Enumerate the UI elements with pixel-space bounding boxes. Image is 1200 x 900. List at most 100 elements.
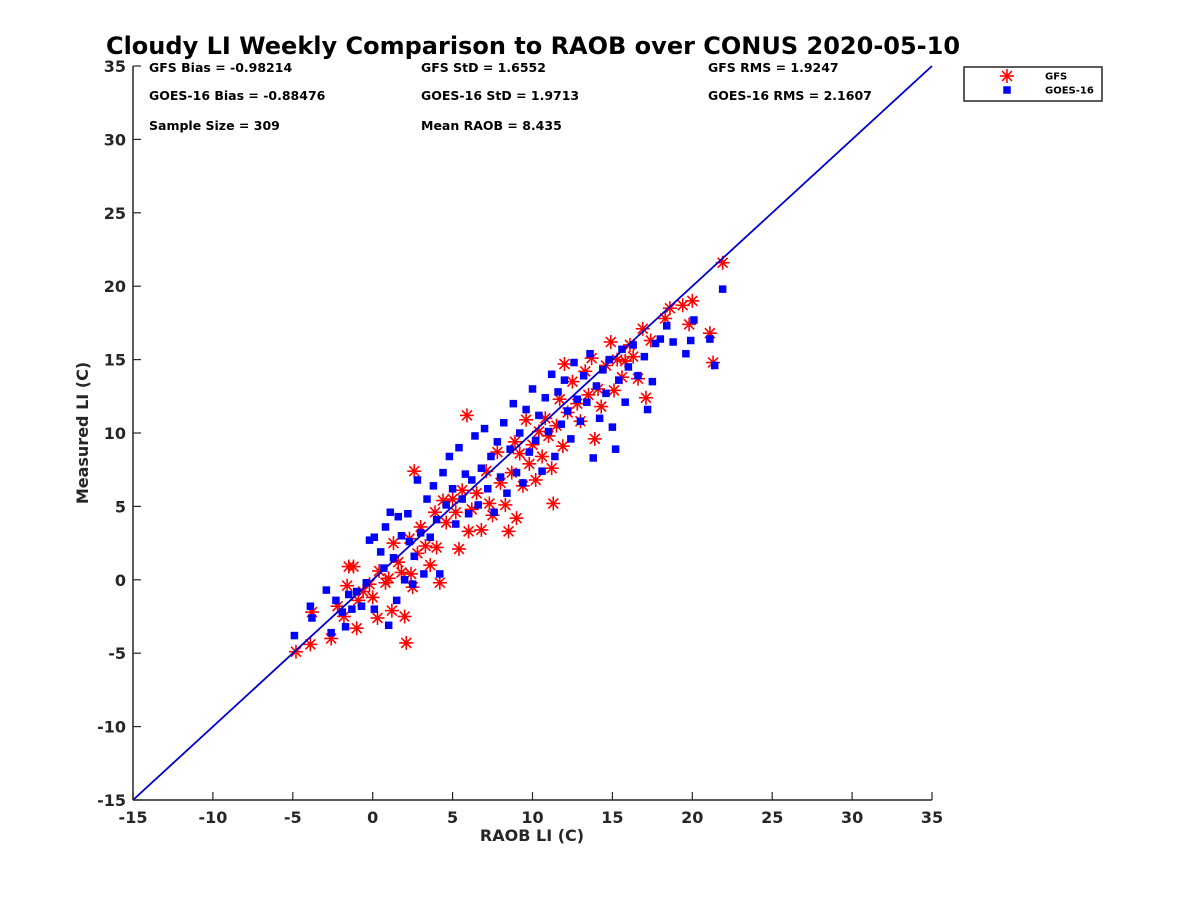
goes16-point bbox=[332, 596, 340, 605]
goes16-point bbox=[484, 485, 492, 493]
gfs-point bbox=[303, 637, 318, 652]
goes16-point bbox=[464, 509, 473, 518]
stat-label: GFS RMS = 1.9247 bbox=[708, 60, 839, 75]
gfs-point bbox=[482, 496, 497, 511]
gfs-point bbox=[498, 497, 513, 512]
goes16-point bbox=[362, 578, 371, 587]
y-tick-label: 20 bbox=[104, 277, 126, 296]
goes16-point bbox=[290, 631, 299, 640]
series-goes-16 bbox=[290, 285, 727, 640]
goes16-point bbox=[651, 339, 660, 348]
gfs-point bbox=[544, 461, 559, 476]
gfs-point bbox=[594, 399, 609, 414]
gfs-point bbox=[501, 524, 516, 539]
goes16-point bbox=[397, 532, 406, 540]
gfs-point bbox=[423, 558, 438, 573]
y-tick-label: 0 bbox=[115, 571, 126, 590]
y-tick-label: -5 bbox=[108, 644, 126, 663]
goes16-point bbox=[348, 605, 356, 613]
goes16-point bbox=[432, 515, 441, 524]
goes16-point bbox=[544, 427, 553, 436]
gfs-point bbox=[469, 486, 484, 501]
goes16-point bbox=[621, 398, 629, 406]
plot-area: -15 -10 -5 0 5 10 15 20 25 30 35 -15 -10 -5 0 5 10 15 20 2… bbox=[97, 57, 943, 827]
goes16-point bbox=[429, 482, 438, 490]
goes16-point bbox=[640, 352, 649, 361]
goes16-point bbox=[605, 355, 613, 364]
gfs-point bbox=[522, 456, 537, 471]
goes16-point bbox=[365, 536, 374, 544]
x-tick-label: 25 bbox=[761, 808, 783, 827]
goes16-point bbox=[499, 418, 508, 427]
y-axis-ticks: -15 -10 -5 0 5 10 15 20 25 30 35 bbox=[97, 57, 141, 810]
goes16-point bbox=[567, 435, 575, 443]
goes16-point bbox=[474, 501, 482, 509]
x-axis-ticks: -15 -10 -5 0 5 10 15 20 25 30 35 bbox=[119, 792, 943, 827]
goes16-point bbox=[455, 443, 463, 452]
goes16-point bbox=[535, 411, 543, 420]
x-tick-label: -15 bbox=[119, 808, 148, 827]
gfs-point bbox=[397, 609, 412, 624]
legend-gfs-marker bbox=[1000, 69, 1014, 83]
goes16-point bbox=[352, 587, 361, 596]
goes16-point bbox=[344, 590, 353, 599]
x-tick-label: 5 bbox=[447, 808, 458, 827]
legend-entry-label: GOES-16 bbox=[1045, 86, 1094, 97]
goes16-point bbox=[471, 432, 479, 440]
goes16-point bbox=[608, 423, 617, 431]
one-to-one-reference-line bbox=[132, 65, 933, 801]
goes16-point bbox=[528, 385, 537, 393]
y-tick-label: -15 bbox=[97, 791, 126, 810]
goes16-point bbox=[503, 489, 511, 497]
gfs-point bbox=[399, 635, 414, 650]
gfs-point bbox=[528, 472, 543, 487]
gfs-point bbox=[459, 408, 474, 423]
goes16-point bbox=[682, 349, 690, 358]
goes16-point bbox=[554, 388, 562, 396]
y-tick-label: 35 bbox=[104, 57, 126, 76]
goes16-point bbox=[487, 452, 495, 461]
goes16-point bbox=[592, 382, 601, 390]
chart-title: Cloudy LI Weekly Comparison to RAOB over… bbox=[106, 32, 960, 60]
goes16-point bbox=[576, 417, 585, 426]
goes16-point bbox=[413, 476, 422, 484]
goes16-point bbox=[718, 285, 727, 293]
x-tick-label: 0 bbox=[367, 808, 378, 827]
goes16-point bbox=[589, 454, 597, 462]
goes16-point bbox=[525, 448, 534, 456]
goes16-point bbox=[439, 468, 447, 477]
goes16-point bbox=[416, 529, 425, 537]
goes16-point bbox=[420, 570, 428, 578]
gfs-point bbox=[557, 357, 572, 372]
goes16-point bbox=[579, 371, 588, 380]
goes16-point bbox=[370, 605, 379, 613]
goes16-point bbox=[400, 576, 409, 584]
goes16-point bbox=[445, 452, 454, 461]
x-tick-label: 15 bbox=[601, 808, 623, 827]
goes16-point bbox=[538, 467, 546, 475]
x-axis-label: RAOB LI (C) bbox=[480, 826, 584, 845]
stat-label: Mean RAOB = 8.435 bbox=[421, 118, 562, 133]
goes16-point bbox=[493, 438, 502, 446]
y-axis-label: Measured LI (C) bbox=[73, 362, 92, 504]
series-gfs bbox=[288, 255, 730, 659]
goes16-point bbox=[452, 520, 460, 528]
gfs-point bbox=[432, 575, 447, 590]
gfs-point bbox=[381, 571, 396, 586]
goes16-point bbox=[410, 552, 418, 561]
y-tick-label: 30 bbox=[104, 130, 126, 149]
goes16-point bbox=[669, 338, 677, 346]
goes16-point bbox=[389, 554, 398, 562]
stat-label: Sample Size = 309 bbox=[149, 118, 280, 133]
gfs-point bbox=[603, 334, 618, 349]
goes16-point bbox=[690, 316, 698, 324]
goes16-point bbox=[586, 349, 594, 358]
goes16-point bbox=[405, 537, 414, 546]
goes16-point bbox=[519, 479, 527, 487]
legend: GFS GOES-16 bbox=[963, 66, 1103, 102]
gfs-point bbox=[386, 536, 401, 551]
gfs-point bbox=[519, 412, 534, 427]
goes16-point bbox=[506, 445, 514, 453]
gfs-point bbox=[384, 603, 399, 618]
goes16-point bbox=[634, 371, 642, 380]
